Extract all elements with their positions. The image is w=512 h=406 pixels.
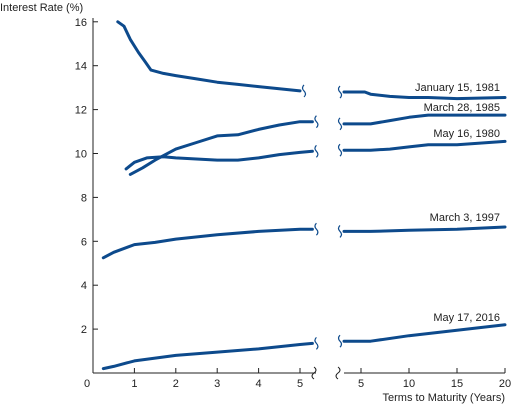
x-tick-label: 3: [214, 378, 220, 390]
series-break-mark: [314, 115, 319, 129]
x-tick-label: 2: [173, 378, 179, 390]
series-line-left: [124, 149, 314, 171]
series-line-left: [116, 20, 302, 93]
series-line-left: [101, 227, 314, 260]
series-break-mark: [301, 84, 307, 98]
y-tick-label: 4: [81, 280, 87, 292]
x-tick-label: 5: [358, 378, 364, 390]
series-line-left: [128, 120, 314, 176]
x-axis-break-left: [311, 366, 317, 380]
series-break-mark: [314, 144, 319, 158]
series-line-right: [342, 323, 507, 343]
x-axis-break-right: [335, 366, 341, 380]
x-tick-label: 0: [84, 378, 90, 390]
x-tick-label: 1: [131, 378, 137, 390]
series-break-mark: [314, 336, 319, 350]
series-break-mark: [337, 143, 343, 157]
x-tick-label: 4: [256, 378, 262, 390]
x-tick-label: 15: [451, 378, 463, 390]
x-tick-label: 20: [499, 378, 511, 390]
chart-labels: January 15, 1981 March 28, 1985 May 16, 19…: [415, 82, 500, 324]
y-tick-label: 10: [75, 149, 87, 161]
series-break-mark: [337, 117, 343, 131]
series-line-right: [342, 225, 507, 233]
series-label: March 3, 1997: [430, 212, 500, 224]
y-tick-label: 16: [75, 17, 87, 29]
series-label: March 28, 1985: [424, 102, 500, 114]
y-tick-label: 8: [81, 192, 87, 204]
series-line-left: [101, 341, 314, 371]
series-line-right: [342, 90, 507, 101]
y-tick-label: 6: [81, 236, 87, 248]
series-break-mark: [337, 224, 343, 238]
series-break-mark: [314, 222, 319, 236]
series-label: May 16, 1980: [433, 128, 500, 140]
y-tick-label: 12: [75, 105, 87, 117]
series-line-right: [342, 139, 507, 152]
chart-axes: [92, 18, 505, 380]
chart-series: [101, 20, 507, 371]
x-tick-label: 10: [403, 378, 415, 390]
series-label: May 17, 2016: [433, 312, 500, 324]
y-tick-label: 14: [75, 61, 87, 73]
series-line-right: [342, 113, 507, 126]
series-break-mark: [337, 334, 343, 348]
y-axis-title: Interest Rate (%): [0, 2, 83, 14]
series-label: January 15, 1981: [415, 82, 500, 94]
x-tick-label: 5: [297, 378, 303, 390]
x-axis-title: Terms to Maturity (Years): [383, 392, 505, 404]
series-break-mark: [337, 85, 343, 99]
y-tick-label: 2: [81, 324, 87, 336]
